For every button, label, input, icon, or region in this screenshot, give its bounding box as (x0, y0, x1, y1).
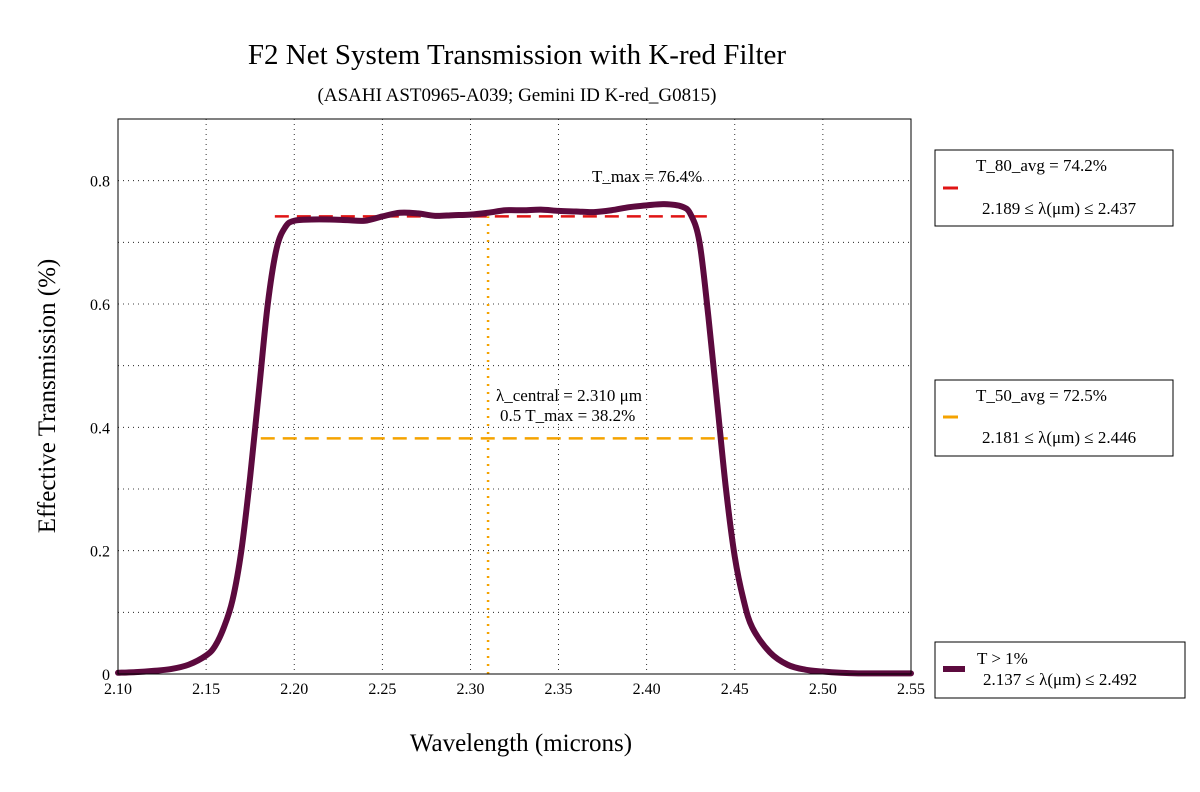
transmission-curve (115, 201, 914, 677)
legend-t50: T_50_avg = 72.5% 2.181 ≤ λ(μm) ≤ 2.446 (934, 379, 1174, 457)
y-tick-label: 0.4 (90, 420, 110, 437)
plot-frame (117, 118, 912, 675)
legend-t80-box (934, 149, 1174, 227)
legend-t1-range: 2.137 ≤ λ(μm) ≤ 2.492 (983, 670, 1137, 689)
legend-t1: T > 1% 2.137 ≤ λ(μm) ≤ 2.492 (934, 641, 1186, 699)
reference-lines (260, 215, 728, 674)
legend-t50-range: 2.181 ≤ λ(μm) ≤ 2.446 (982, 428, 1136, 447)
tmax-annotation: T_max = 76.4% (592, 167, 702, 186)
y-tick-label: 0 (102, 667, 110, 684)
x-tick-label: 2.50 (809, 681, 837, 698)
legend-t1-label: T > 1% (977, 649, 1028, 668)
x-tick-label: 2.30 (456, 681, 484, 698)
x-tick-label: 2.15 (192, 681, 220, 698)
x-tick-label: 2.45 (721, 681, 749, 698)
central-wavelength-annotation: λ_central = 2.310 μm (496, 386, 642, 405)
x-tick-label: 2.20 (280, 681, 308, 698)
x-tick-label: 2.25 (368, 681, 396, 698)
legend-t80-label: T_80_avg = 74.2% (976, 156, 1107, 175)
y-tick-label: 0.2 (90, 544, 110, 561)
chart-subtitle: (ASAHI AST0965-A039; Gemini ID K-red_G08… (318, 85, 717, 106)
x-tick-label: 2.40 (633, 681, 661, 698)
x-tick-label: 2.35 (545, 681, 573, 698)
chart-title: F2 Net System Transmission with K-red Fi… (248, 39, 786, 71)
x-tick-labels: 2.10 2.15 2.20 2.25 2.30 2.35 2.40 2.45 2.50 2.55 (104, 681, 925, 698)
y-tick-label: 0.6 (90, 297, 110, 314)
x-axis-label: Wavelength (microns) (410, 730, 632, 757)
half-max-annotation: 0.5 T_max = 38.2% (500, 406, 635, 425)
legend-t80-range: 2.189 ≤ λ(μm) ≤ 2.437 (982, 199, 1137, 218)
series-layer (115, 201, 914, 677)
y-axis-label: Effective Transmission (%) (34, 259, 61, 534)
legend-t1-box (934, 641, 1186, 699)
x-tick-label: 2.10 (104, 681, 132, 698)
grid-lines (118, 119, 911, 674)
legend-t80: T_80_avg = 74.2% 2.189 ≤ λ(μm) ≤ 2.437 (934, 149, 1174, 227)
x-tick-label: 2.55 (897, 681, 925, 698)
legend-t50-label: T_50_avg = 72.5% (976, 386, 1107, 405)
y-tick-labels: 0 0.2 0.4 0.6 0.8 (90, 174, 110, 684)
legend-t50-box (934, 379, 1174, 457)
y-tick-label: 0.8 (90, 174, 110, 191)
